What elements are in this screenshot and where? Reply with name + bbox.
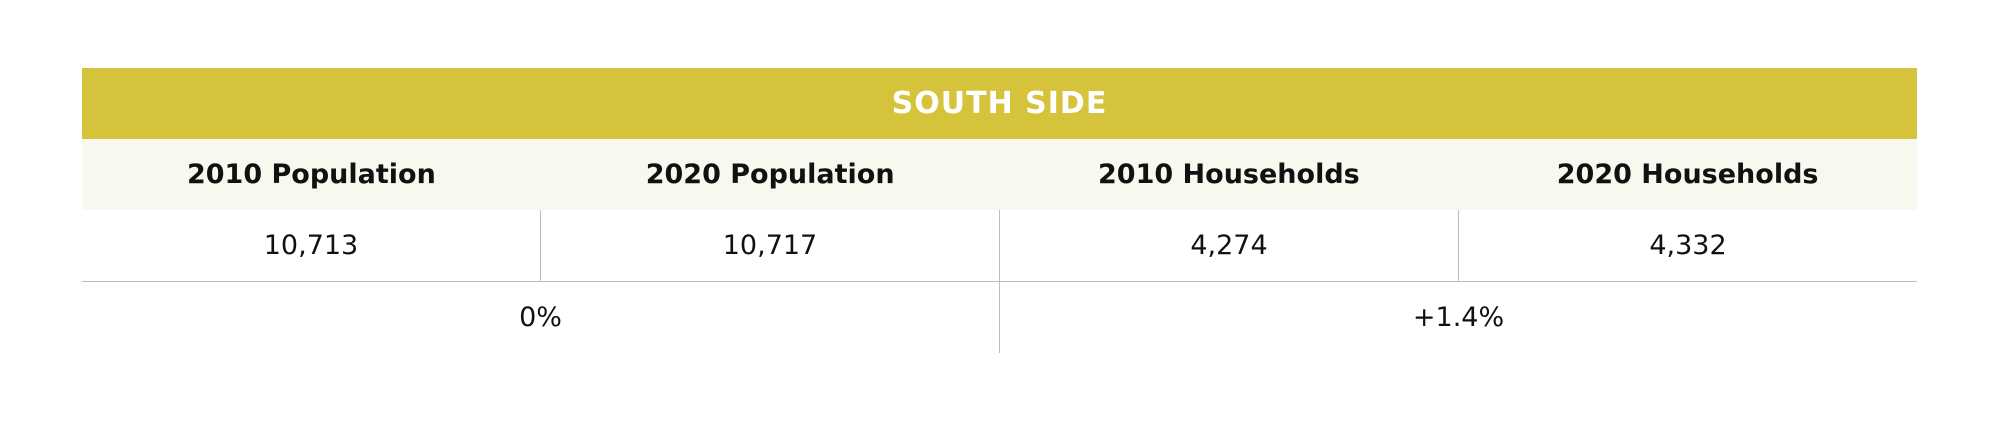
header-cell: 2020 Population <box>645 159 895 190</box>
header-cell: 2010 Households <box>1098 159 1360 190</box>
header-row: 2010 Population 2020 Population 2010 Hou… <box>82 139 1917 210</box>
header-cell: 2020 Households <box>1556 159 1819 190</box>
data-row: 10,713 10,717 4,274 4,332 <box>82 210 1917 282</box>
data-cell: 10,713 <box>263 230 359 261</box>
data-cell: 4,274 <box>999 210 1458 281</box>
data-cell: 4,332 <box>1458 210 1917 281</box>
header-cell: 2010 Population <box>186 159 436 190</box>
data-cell: 10,717 <box>540 210 999 281</box>
change-cell: 0% <box>519 302 562 333</box>
change-cell: +1.4% <box>999 282 1917 353</box>
change-row: 0% +1.4% <box>82 282 1917 353</box>
table-title: SOUTH SIDE <box>82 68 1917 139</box>
table: SOUTH SIDE 2010 Population 2020 Populati… <box>82 68 1917 353</box>
